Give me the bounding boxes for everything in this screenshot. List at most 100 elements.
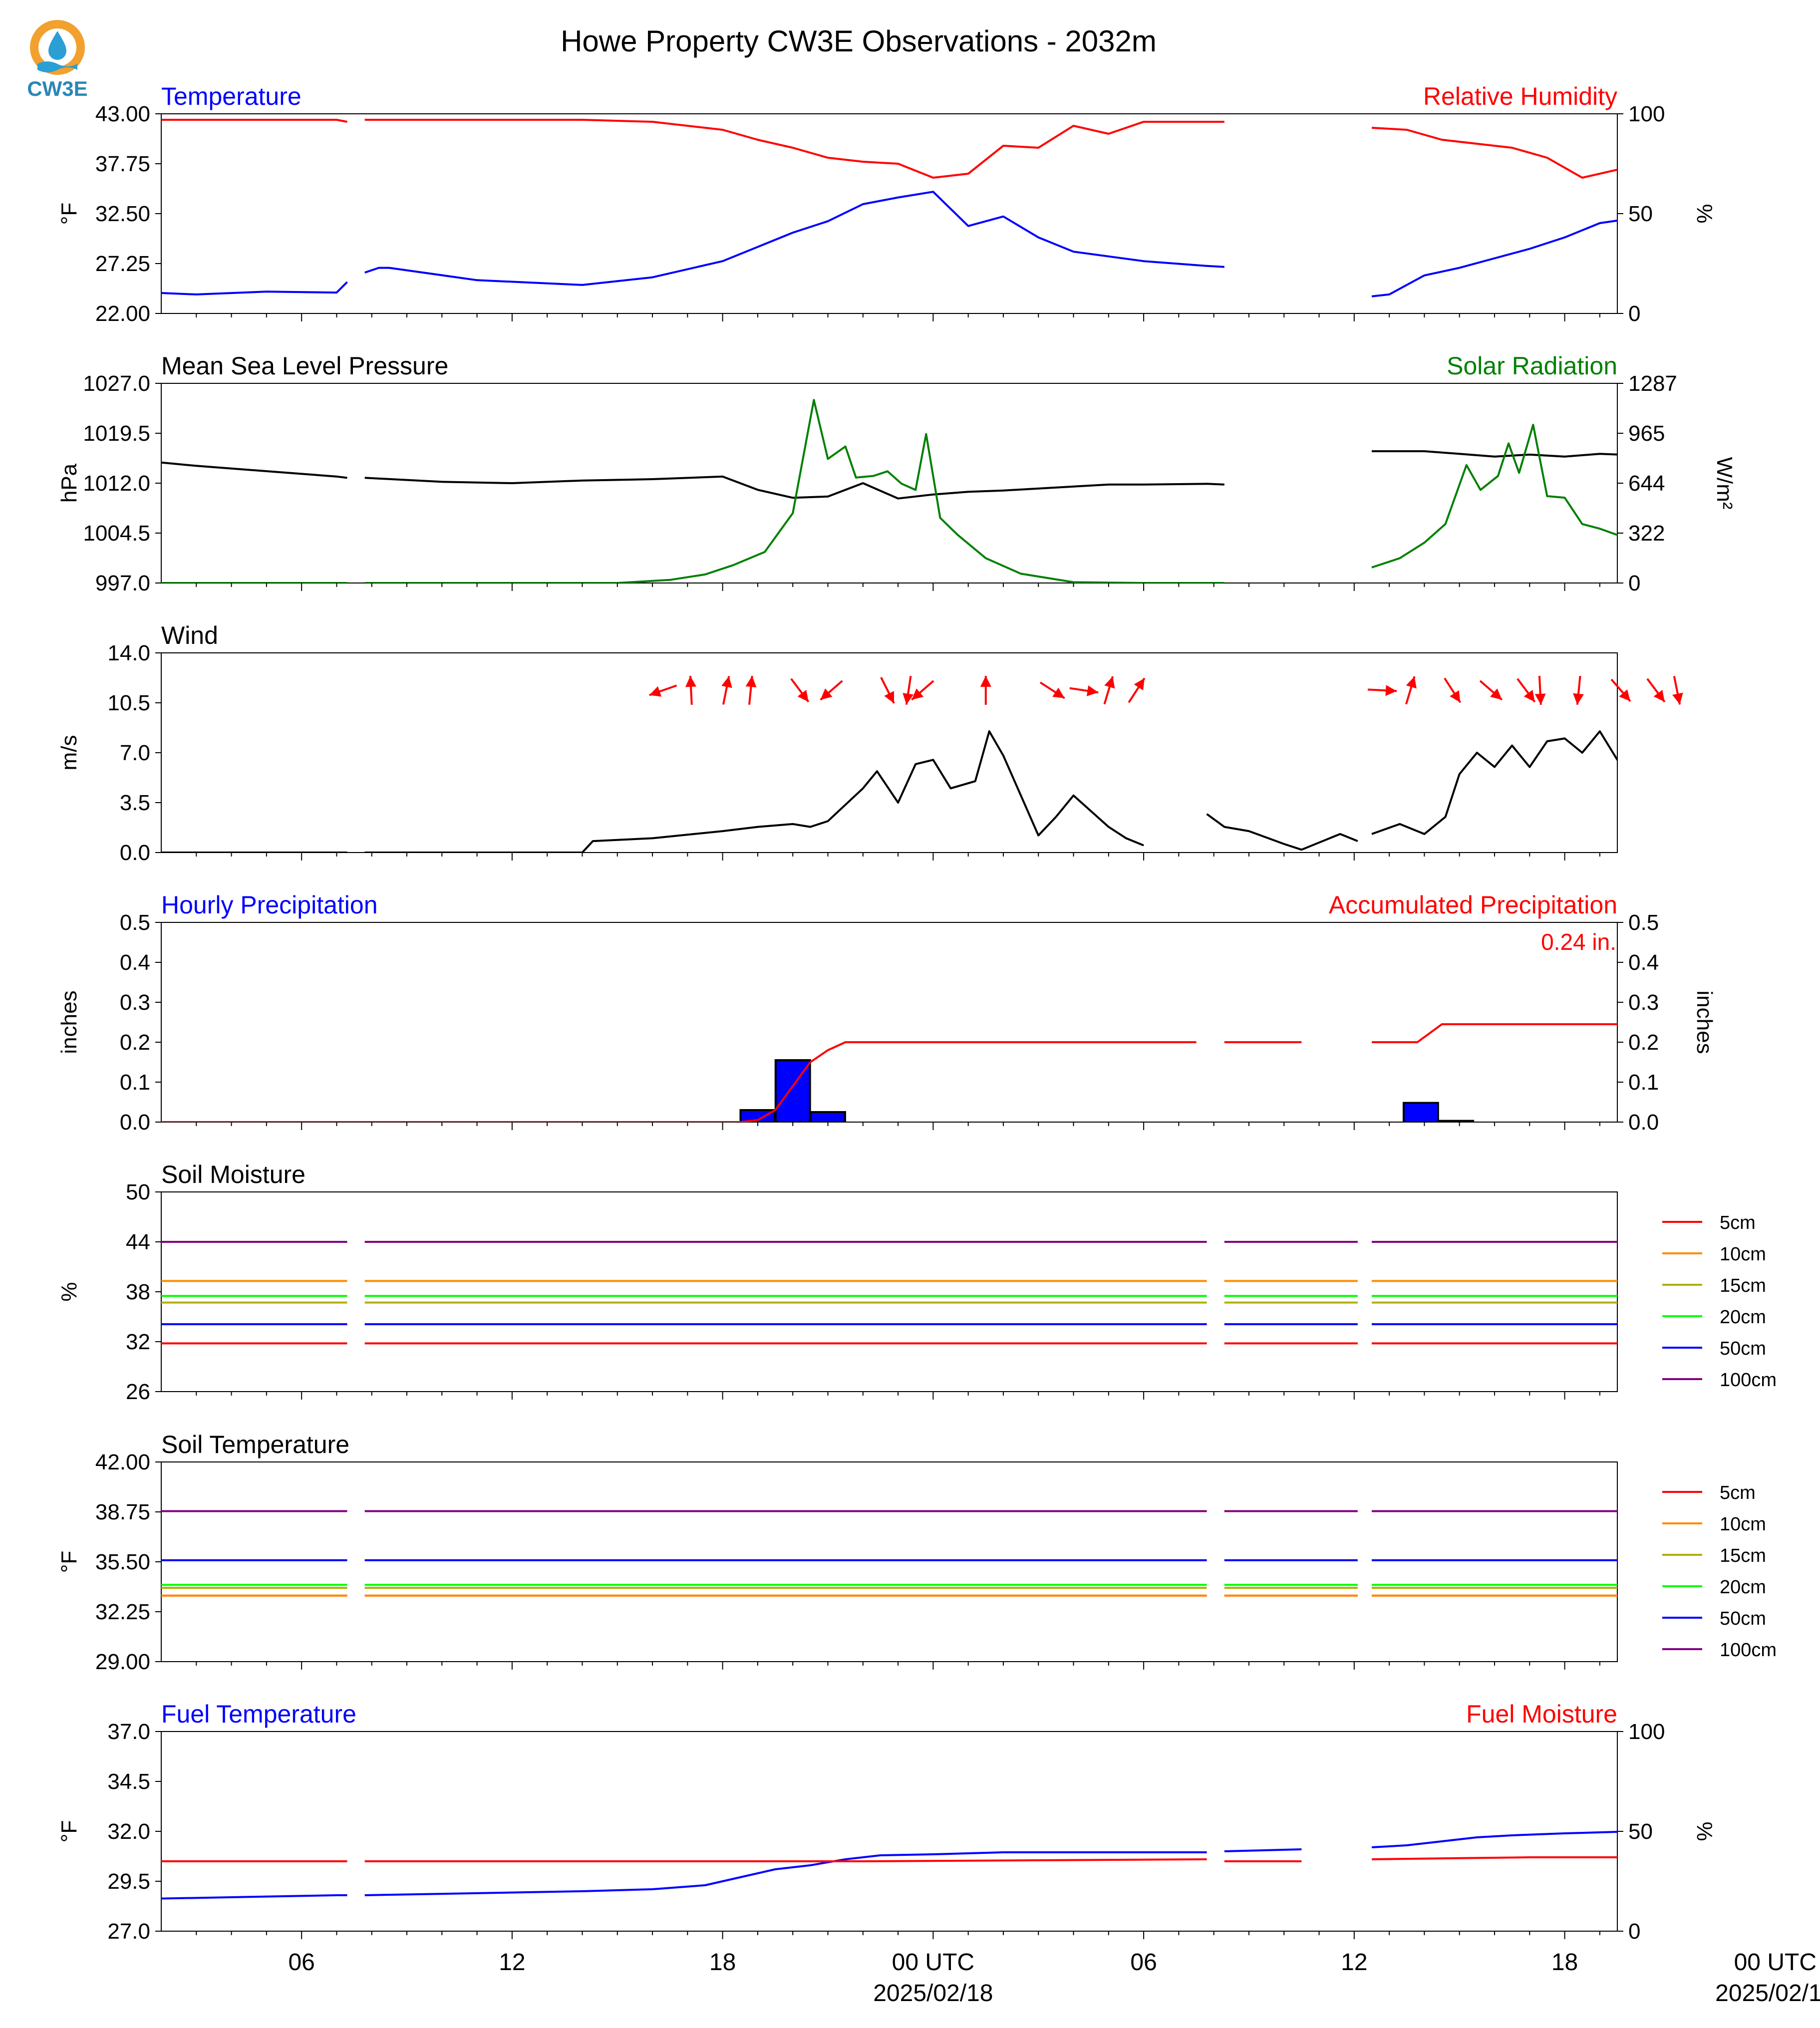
precip-bar bbox=[1402, 1102, 1439, 1122]
y-right-tick-label: 0.2 bbox=[1628, 1030, 1659, 1055]
y-right-tick-label: 100 bbox=[1628, 1720, 1665, 1744]
panel-right-title: Fuel Moisture bbox=[1466, 1700, 1617, 1728]
y-left-tick-label: 44 bbox=[126, 1230, 150, 1254]
legend-label: 10cm bbox=[1720, 1514, 1766, 1535]
y-right-tick-label: 0 bbox=[1628, 1919, 1640, 1944]
x-tick-date-label: 2025/02/18 bbox=[873, 1980, 993, 2007]
wind-arrow-head bbox=[1086, 685, 1099, 696]
y-right-tick-label: 0.0 bbox=[1628, 1110, 1659, 1135]
series-line bbox=[364, 1858, 1207, 1862]
y-right-tick-label: 0.3 bbox=[1628, 990, 1659, 1015]
y-left-tick-label: 0.0 bbox=[120, 841, 150, 865]
wind-arrow-head bbox=[911, 688, 924, 700]
series-line bbox=[364, 399, 1224, 583]
wind-arrow bbox=[721, 676, 732, 705]
wind-arrow-head bbox=[903, 693, 913, 705]
y-right-tick-label: 50 bbox=[1628, 1819, 1653, 1844]
plot-area bbox=[161, 119, 1617, 297]
series-line bbox=[161, 119, 347, 123]
wind-arrow bbox=[1103, 676, 1115, 705]
wind-arrow-head bbox=[1385, 685, 1397, 696]
wind-arrow bbox=[980, 676, 991, 705]
y-left-tick-label: 1019.5 bbox=[83, 421, 150, 446]
wind-arrow bbox=[1405, 676, 1417, 705]
legend-label: 100cm bbox=[1720, 1370, 1777, 1391]
y-left-tick-label: 0.5 bbox=[120, 910, 150, 935]
plot-area bbox=[161, 1241, 1617, 1345]
x-tick-label: 00 UTC bbox=[892, 1949, 974, 1976]
series-line bbox=[161, 461, 347, 479]
series-line bbox=[1371, 730, 1617, 835]
y-right-tick-label: 100 bbox=[1628, 102, 1665, 126]
wind-arrow-head bbox=[1134, 678, 1145, 691]
y-right-axis-label: % bbox=[1692, 204, 1717, 223]
wind-arrow-head bbox=[1672, 692, 1683, 705]
wind-arrow bbox=[1444, 677, 1462, 703]
wind-arrow bbox=[1039, 681, 1065, 699]
y-left-axis-label: °F bbox=[57, 1820, 81, 1842]
legend-label: 50cm bbox=[1720, 1608, 1766, 1629]
wind-arrow bbox=[649, 684, 677, 697]
plot-area bbox=[161, 730, 1617, 853]
y-left-tick-label: 37.0 bbox=[107, 1720, 150, 1744]
y-left-tick-label: 0.3 bbox=[120, 990, 150, 1015]
panel-precip: Hourly Precipitation Accumulated Precipit… bbox=[57, 891, 1717, 1135]
y-left-axis-label: inches bbox=[57, 990, 81, 1054]
series-line bbox=[161, 281, 348, 295]
y-right-axis-label: inches bbox=[1692, 990, 1717, 1054]
wind-arrow-head bbox=[1406, 676, 1417, 689]
y-left-tick-label: 14.0 bbox=[107, 641, 150, 665]
logo-drop-icon bbox=[48, 31, 66, 60]
series-line bbox=[1371, 219, 1617, 297]
wind-arrow bbox=[1069, 685, 1099, 696]
wind-arrow-head bbox=[1534, 693, 1546, 705]
y-right-tick-label: 965 bbox=[1628, 421, 1665, 446]
wind-arrow-head bbox=[1619, 689, 1631, 701]
series-line bbox=[364, 475, 1224, 500]
wind-arrow bbox=[745, 675, 757, 705]
panel-soil_moisture: Soil Moisture 26 32 38 44 50% 5cm 10cm 15cm 20cm 5… bbox=[57, 1160, 1777, 1404]
series-line bbox=[1372, 1023, 1617, 1043]
y-right-tick-label: 50 bbox=[1628, 202, 1653, 226]
x-tick-label: 06 bbox=[288, 1949, 314, 1976]
y-right-axis-label: W/m² bbox=[1712, 457, 1737, 509]
y-left-tick-label: 38 bbox=[126, 1280, 150, 1304]
panel-left-title: Soil Moisture bbox=[161, 1160, 305, 1188]
wind-arrow bbox=[1367, 685, 1397, 696]
y-left-tick-label: 38.75 bbox=[95, 1500, 150, 1524]
series-line bbox=[1371, 1856, 1617, 1860]
wind-arrow bbox=[685, 675, 697, 705]
panel-left-title: Soil Temperature bbox=[161, 1431, 349, 1458]
panel-left-title: Hourly Precipitation bbox=[161, 891, 378, 919]
wind-arrow bbox=[1534, 675, 1546, 705]
panel-right-title: Relative Humidity bbox=[1423, 82, 1617, 110]
series-line bbox=[161, 1894, 347, 1900]
y-left-tick-label: 43.00 bbox=[95, 102, 150, 126]
time-axis: 06 12 18 00 UTC 2025/02/18 06 12 18 00 UTC 2025/0… bbox=[288, 1949, 1820, 2007]
wind-arrow-head bbox=[1104, 676, 1115, 689]
legend-label: 20cm bbox=[1720, 1307, 1766, 1328]
wind-arrow bbox=[1672, 676, 1683, 705]
y-left-tick-label: 0.1 bbox=[120, 1070, 150, 1095]
y-left-tick-label: 7.0 bbox=[120, 741, 150, 765]
wind-arrow-head bbox=[797, 690, 809, 702]
wind-arrow-head bbox=[980, 676, 991, 687]
precip-bar bbox=[1438, 1120, 1475, 1122]
y-left-tick-label: 26 bbox=[126, 1380, 150, 1404]
y-right-tick-label: 0 bbox=[1628, 571, 1640, 595]
panel-soil_temp: Soil Temperature 29.00 32.25 35.50 38.75 42.0… bbox=[57, 1431, 1777, 1674]
wind-arrow bbox=[1573, 675, 1584, 705]
series-line bbox=[1371, 127, 1617, 179]
panel-pressure: Mean Sea Level Pressure Solar Radiation 99… bbox=[57, 352, 1737, 595]
panel-left-title: Temperature bbox=[161, 82, 302, 110]
y-left-tick-label: 1027.0 bbox=[83, 371, 150, 396]
panel-left-title: Fuel Temperature bbox=[161, 1700, 356, 1728]
accumulated-total-label: 0.24 in. bbox=[1541, 929, 1616, 955]
legend-label: 15cm bbox=[1720, 1275, 1766, 1296]
y-right-tick-label: 0.4 bbox=[1628, 950, 1659, 975]
panel-left-title: Mean Sea Level Pressure bbox=[161, 352, 448, 380]
y-left-axis-label: % bbox=[57, 1282, 81, 1301]
y-left-tick-label: 27.0 bbox=[107, 1919, 150, 1944]
figure-title: Howe Property CW3E Observations - 2032m bbox=[561, 24, 1157, 58]
